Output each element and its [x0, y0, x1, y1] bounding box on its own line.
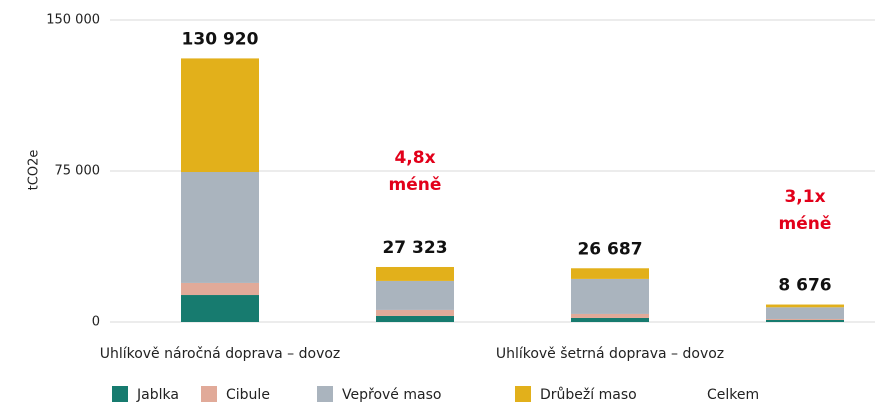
bar-segment — [376, 280, 454, 310]
annotation: méně — [779, 214, 832, 234]
legend-label: Vepřové maso — [342, 387, 441, 403]
legend-label: Drůbeží maso — [540, 387, 637, 403]
legend-label: Cibule — [226, 387, 270, 403]
bar-segment — [766, 318, 844, 320]
bar-segment — [376, 315, 454, 322]
y-tick-label: 150 000 — [46, 13, 100, 28]
bar-segment — [571, 317, 649, 322]
legend-label: Jablka — [136, 387, 179, 403]
bar-segment — [571, 313, 649, 318]
bar-segment — [181, 295, 259, 322]
y-axis-label: tCO2e — [27, 150, 42, 191]
bar-segment — [766, 304, 844, 308]
total-label: 26 687 — [577, 239, 642, 259]
bar-segment — [181, 58, 259, 173]
legend-swatch — [112, 386, 128, 402]
annotation: méně — [389, 175, 442, 195]
bar-segment — [766, 319, 844, 322]
legend-swatch — [201, 386, 217, 402]
y-tick-label: 75 000 — [55, 164, 101, 179]
legend-swatch — [515, 386, 531, 402]
total-label: 8 676 — [778, 276, 831, 296]
bar-segment — [181, 172, 259, 283]
total-label: 130 920 — [182, 29, 259, 49]
bar-segment — [376, 266, 454, 281]
bar-segment — [766, 307, 844, 319]
bar-segment — [571, 268, 649, 279]
x-category-label: Uhlíkově náročná doprava – dovoz — [100, 346, 341, 362]
bar-segment — [181, 282, 259, 296]
annotation: 3,1x — [784, 187, 825, 207]
annotation: 4,8x — [394, 148, 435, 168]
total-label: 27 323 — [382, 238, 447, 258]
x-category-label: Uhlíkově šetrná doprava – dovoz — [496, 346, 724, 362]
legend-swatch — [317, 386, 333, 402]
y-tick-label: 0 — [92, 315, 100, 330]
legend-label: Celkem — [707, 387, 759, 403]
bar-segment — [376, 309, 454, 316]
bar-segment — [571, 278, 649, 314]
